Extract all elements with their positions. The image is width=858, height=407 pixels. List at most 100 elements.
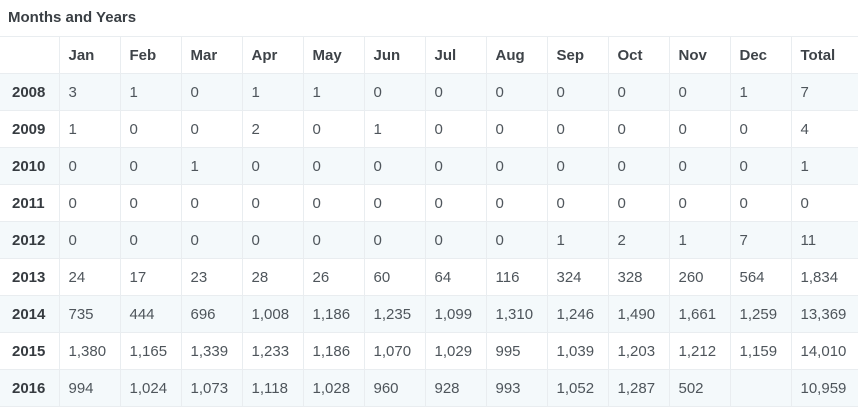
cell-2013-jan[interactable]: 24 (58, 258, 121, 296)
cell-2014-apr[interactable]: 1,008 (241, 295, 304, 333)
cell-2010-jan[interactable]: 0 (58, 147, 121, 185)
cell-2013-dec[interactable]: 564 (729, 258, 792, 296)
cell-2008-mar[interactable]: 0 (180, 73, 243, 111)
cell-2008-feb[interactable]: 1 (119, 73, 182, 111)
cell-2013-jun[interactable]: 60 (363, 258, 426, 296)
cell-2012-may[interactable]: 0 (302, 221, 365, 259)
cell-2014-jul[interactable]: 1,099 (424, 295, 487, 333)
cell-2014-dec[interactable]: 1,259 (729, 295, 792, 333)
cell-2016-jun[interactable]: 960 (363, 369, 426, 407)
cell-2008-jul[interactable]: 0 (424, 73, 487, 111)
cell-2011-nov[interactable]: 0 (668, 184, 731, 222)
cell-2012-oct[interactable]: 2 (607, 221, 670, 259)
cell-2011-jun[interactable]: 0 (363, 184, 426, 222)
cell-2016-oct[interactable]: 1,287 (607, 369, 670, 407)
cell-2010-jun[interactable]: 0 (363, 147, 426, 185)
cell-2010-total[interactable]: 1 (790, 147, 858, 185)
cell-2012-aug[interactable]: 0 (485, 221, 548, 259)
cell-2014-oct[interactable]: 1,490 (607, 295, 670, 333)
cell-2015-aug[interactable]: 995 (485, 332, 548, 370)
cell-2016-jan[interactable]: 994 (58, 369, 121, 407)
cell-2013-aug[interactable]: 116 (485, 258, 548, 296)
cell-2012-jun[interactable]: 0 (363, 221, 426, 259)
cell-2009-total[interactable]: 4 (790, 110, 858, 148)
cell-2013-oct[interactable]: 328 (607, 258, 670, 296)
cell-2010-jul[interactable]: 0 (424, 147, 487, 185)
cell-2010-sep[interactable]: 0 (546, 147, 609, 185)
cell-2015-nov[interactable]: 1,212 (668, 332, 731, 370)
cell-2009-jun[interactable]: 1 (363, 110, 426, 148)
cell-2009-jul[interactable]: 0 (424, 110, 487, 148)
cell-2012-mar[interactable]: 0 (180, 221, 243, 259)
cell-2012-feb[interactable]: 0 (119, 221, 182, 259)
cell-2011-mar[interactable]: 0 (180, 184, 243, 222)
cell-2015-total[interactable]: 14,010 (790, 332, 858, 370)
cell-2010-mar[interactable]: 1 (180, 147, 243, 185)
cell-2009-may[interactable]: 0 (302, 110, 365, 148)
cell-2008-may[interactable]: 1 (302, 73, 365, 111)
cell-2013-total[interactable]: 1,834 (790, 258, 858, 296)
cell-2012-jul[interactable]: 0 (424, 221, 487, 259)
cell-2012-dec[interactable]: 7 (729, 221, 792, 259)
cell-2008-oct[interactable]: 0 (607, 73, 670, 111)
cell-2014-jun[interactable]: 1,235 (363, 295, 426, 333)
cell-2013-mar[interactable]: 23 (180, 258, 243, 296)
cell-2013-jul[interactable]: 64 (424, 258, 487, 296)
cell-2009-dec[interactable]: 0 (729, 110, 792, 148)
cell-2015-may[interactable]: 1,186 (302, 332, 365, 370)
cell-2011-jan[interactable]: 0 (58, 184, 121, 222)
cell-2009-oct[interactable]: 0 (607, 110, 670, 148)
cell-2011-may[interactable]: 0 (302, 184, 365, 222)
cell-2009-mar[interactable]: 0 (180, 110, 243, 148)
cell-2014-may[interactable]: 1,186 (302, 295, 365, 333)
cell-2014-feb[interactable]: 444 (119, 295, 182, 333)
cell-2016-aug[interactable]: 993 (485, 369, 548, 407)
cell-2009-aug[interactable]: 0 (485, 110, 548, 148)
cell-2016-may[interactable]: 1,028 (302, 369, 365, 407)
cell-2011-jul[interactable]: 0 (424, 184, 487, 222)
cell-2015-apr[interactable]: 1,233 (241, 332, 304, 370)
cell-2008-total[interactable]: 7 (790, 73, 858, 111)
cell-2010-dec[interactable]: 0 (729, 147, 792, 185)
cell-2009-apr[interactable]: 2 (241, 110, 304, 148)
cell-2011-feb[interactable]: 0 (119, 184, 182, 222)
cell-2014-aug[interactable]: 1,310 (485, 295, 548, 333)
cell-2008-nov[interactable]: 0 (668, 73, 731, 111)
cell-2016-apr[interactable]: 1,118 (241, 369, 304, 407)
cell-2013-apr[interactable]: 28 (241, 258, 304, 296)
cell-2011-aug[interactable]: 0 (485, 184, 548, 222)
cell-2015-oct[interactable]: 1,203 (607, 332, 670, 370)
cell-2008-dec[interactable]: 1 (729, 73, 792, 111)
cell-2008-jan[interactable]: 3 (58, 73, 121, 111)
cell-2014-jan[interactable]: 735 (58, 295, 121, 333)
cell-2010-may[interactable]: 0 (302, 147, 365, 185)
cell-2011-apr[interactable]: 0 (241, 184, 304, 222)
cell-2015-mar[interactable]: 1,339 (180, 332, 243, 370)
cell-2016-mar[interactable]: 1,073 (180, 369, 243, 407)
cell-2015-sep[interactable]: 1,039 (546, 332, 609, 370)
cell-2010-aug[interactable]: 0 (485, 147, 548, 185)
cell-2013-may[interactable]: 26 (302, 258, 365, 296)
cell-2012-sep[interactable]: 1 (546, 221, 609, 259)
cell-2009-sep[interactable]: 0 (546, 110, 609, 148)
cell-2016-jul[interactable]: 928 (424, 369, 487, 407)
cell-2015-feb[interactable]: 1,165 (119, 332, 182, 370)
cell-2010-apr[interactable]: 0 (241, 147, 304, 185)
cell-2013-nov[interactable]: 260 (668, 258, 731, 296)
cell-2014-total[interactable]: 13,369 (790, 295, 858, 333)
cell-2013-feb[interactable]: 17 (119, 258, 182, 296)
cell-2008-sep[interactable]: 0 (546, 73, 609, 111)
cell-2009-jan[interactable]: 1 (58, 110, 121, 148)
cell-2016-sep[interactable]: 1,052 (546, 369, 609, 407)
cell-2015-dec[interactable]: 1,159 (729, 332, 792, 370)
cell-2015-jan[interactable]: 1,380 (58, 332, 121, 370)
cell-2014-mar[interactable]: 696 (180, 295, 243, 333)
cell-2012-total[interactable]: 11 (790, 221, 858, 259)
cell-2016-total[interactable]: 10,959 (790, 369, 858, 407)
highlighted-cell-2014-nov[interactable]: 1,661 (668, 295, 731, 333)
cell-2011-total[interactable]: 0 (790, 184, 858, 222)
cell-2008-jun[interactable]: 0 (363, 73, 426, 111)
cell-2008-apr[interactable]: 1 (241, 73, 304, 111)
cell-2010-feb[interactable]: 0 (119, 147, 182, 185)
cell-2016-feb[interactable]: 1,024 (119, 369, 182, 407)
